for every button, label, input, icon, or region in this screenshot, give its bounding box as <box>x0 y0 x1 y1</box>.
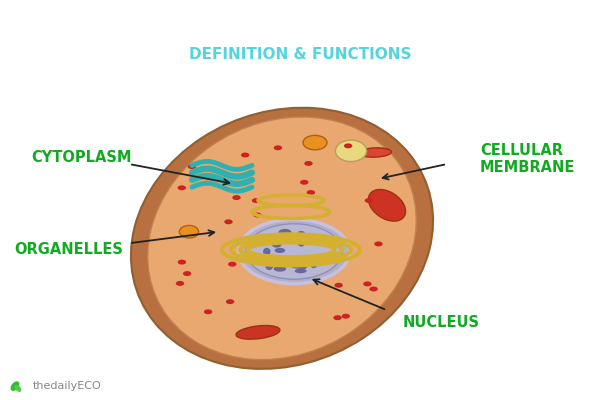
Text: thedailyECO: thedailyECO <box>33 381 102 391</box>
Ellipse shape <box>228 262 236 267</box>
Ellipse shape <box>204 309 212 314</box>
Ellipse shape <box>370 286 378 292</box>
Ellipse shape <box>334 283 343 288</box>
Ellipse shape <box>239 219 349 284</box>
Ellipse shape <box>295 269 307 273</box>
Ellipse shape <box>278 229 292 236</box>
Ellipse shape <box>313 254 322 261</box>
Ellipse shape <box>178 260 186 264</box>
Text: DEFINITION & FUNCTIONS: DEFINITION & FUNCTIONS <box>189 47 411 62</box>
Ellipse shape <box>179 226 199 238</box>
Text: CELLULAR ORGANELLES: CELLULAR ORGANELLES <box>115 7 485 35</box>
Ellipse shape <box>310 261 317 268</box>
Ellipse shape <box>183 271 191 276</box>
Ellipse shape <box>344 143 352 148</box>
Ellipse shape <box>263 248 271 256</box>
Ellipse shape <box>286 236 295 242</box>
Ellipse shape <box>188 164 196 169</box>
Ellipse shape <box>178 185 186 190</box>
Ellipse shape <box>11 381 19 391</box>
Ellipse shape <box>148 117 416 360</box>
Ellipse shape <box>264 234 272 243</box>
Ellipse shape <box>341 314 350 319</box>
Ellipse shape <box>272 242 281 248</box>
Ellipse shape <box>274 145 282 150</box>
Text: ORGANELLES: ORGANELLES <box>14 242 124 257</box>
Ellipse shape <box>334 315 342 320</box>
Ellipse shape <box>131 108 433 369</box>
Ellipse shape <box>359 148 391 157</box>
Text: CYTOPLASM: CYTOPLASM <box>31 150 131 165</box>
Ellipse shape <box>374 242 383 246</box>
Ellipse shape <box>241 152 250 158</box>
Ellipse shape <box>265 262 273 270</box>
Ellipse shape <box>176 281 184 286</box>
Ellipse shape <box>274 266 286 272</box>
Ellipse shape <box>226 299 234 304</box>
Ellipse shape <box>275 248 285 253</box>
Ellipse shape <box>290 261 305 269</box>
Ellipse shape <box>365 198 373 203</box>
Ellipse shape <box>298 264 307 270</box>
Text: NUCLEUS: NUCLEUS <box>403 315 479 330</box>
Ellipse shape <box>236 326 280 339</box>
Ellipse shape <box>363 282 371 286</box>
Ellipse shape <box>304 161 313 166</box>
Ellipse shape <box>14 385 22 392</box>
Ellipse shape <box>314 262 322 266</box>
Ellipse shape <box>300 180 308 185</box>
Ellipse shape <box>307 190 315 195</box>
Ellipse shape <box>232 195 241 200</box>
Ellipse shape <box>298 238 305 247</box>
Ellipse shape <box>256 256 266 262</box>
Ellipse shape <box>252 198 260 203</box>
Ellipse shape <box>368 190 406 221</box>
Ellipse shape <box>224 219 233 224</box>
Ellipse shape <box>297 231 305 236</box>
Ellipse shape <box>303 135 327 150</box>
Ellipse shape <box>335 140 367 162</box>
Ellipse shape <box>253 212 262 218</box>
Text: CELLULAR
MEMBRANE: CELLULAR MEMBRANE <box>480 143 575 175</box>
Ellipse shape <box>246 224 342 279</box>
